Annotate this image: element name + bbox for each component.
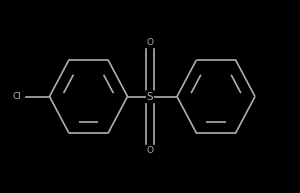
Text: Cl: Cl — [12, 92, 21, 101]
Text: O: O — [146, 146, 154, 155]
Text: O: O — [146, 38, 154, 47]
Text: S: S — [147, 91, 153, 102]
